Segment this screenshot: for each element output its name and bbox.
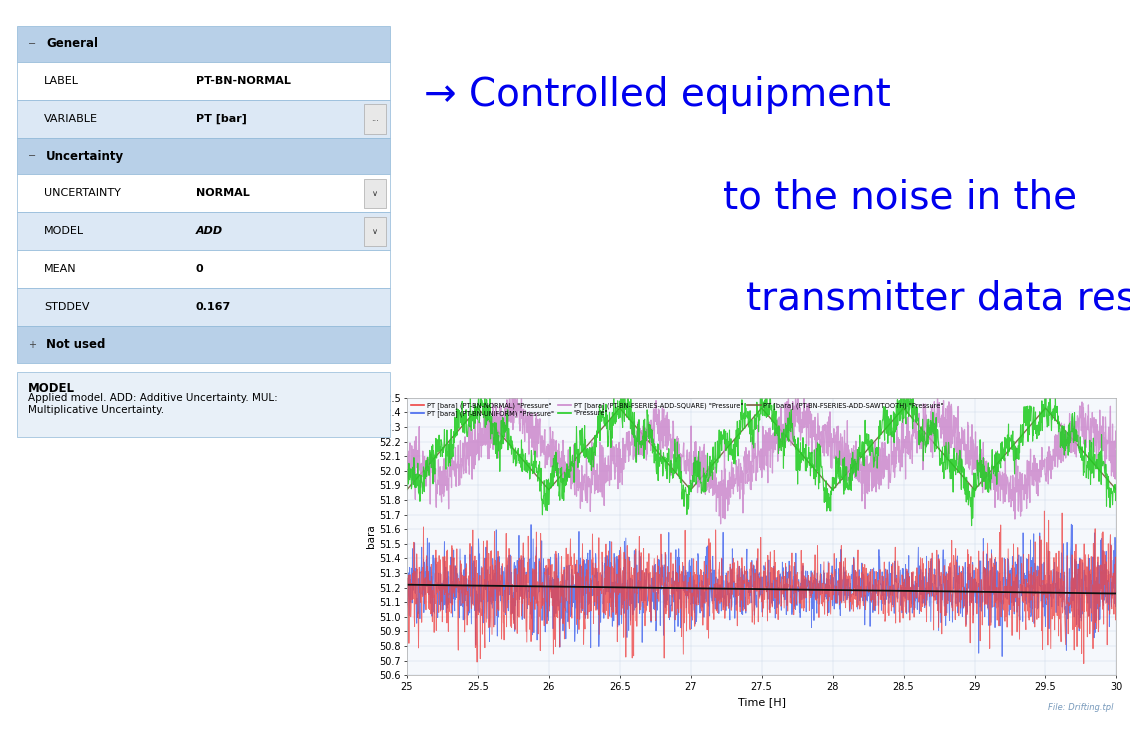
Text: LABEL: LABEL [44,76,79,86]
Text: transmitter data responses: transmitter data responses [746,280,1130,318]
Text: Not used: Not used [46,338,106,351]
Text: MODEL: MODEL [28,382,76,395]
Text: Uncertainty: Uncertainty [46,150,124,163]
Text: UNCERTAINTY: UNCERTAINTY [44,188,121,199]
Text: NORMAL: NORMAL [195,188,250,199]
Text: +: + [28,339,36,350]
Text: → Controlled equipment: → Controlled equipment [424,76,890,114]
Text: −: − [28,151,36,161]
Text: PT-BN-NORMAL: PT-BN-NORMAL [195,76,290,86]
Text: ∨: ∨ [372,189,379,198]
Text: 0: 0 [195,264,203,274]
Text: PT [bar]: PT [bar] [195,114,246,124]
Y-axis label: bara: bara [366,525,376,548]
Text: −: − [28,39,36,49]
Text: VARIABLE: VARIABLE [44,114,98,124]
Text: ...: ... [372,115,379,123]
Text: General: General [46,37,98,50]
Text: ADD: ADD [195,226,223,237]
X-axis label: Time [H]: Time [H] [738,697,785,707]
Text: File: Drifting.tpl: File: Drifting.tpl [1048,703,1113,712]
Text: Applied model. ADD: Additive Uncertainty. MUL:
Multiplicative Uncertainty.: Applied model. ADD: Additive Uncertainty… [28,393,278,415]
Text: to the noise in the: to the noise in the [723,178,1077,216]
Text: MEAN: MEAN [44,264,77,274]
Legend: PT [bara] (PT-BN-NORMAL) "Pressure", PT [bara] (PT-BN-UNIFORM) "Pressure", PT [b: PT [bara] (PT-BN-NORMAL) "Pressure", PT … [410,402,945,418]
Text: MODEL: MODEL [44,226,85,237]
Text: STDDEV: STDDEV [44,302,89,312]
Text: 0.167: 0.167 [195,302,231,312]
Text: ∨: ∨ [372,227,379,236]
